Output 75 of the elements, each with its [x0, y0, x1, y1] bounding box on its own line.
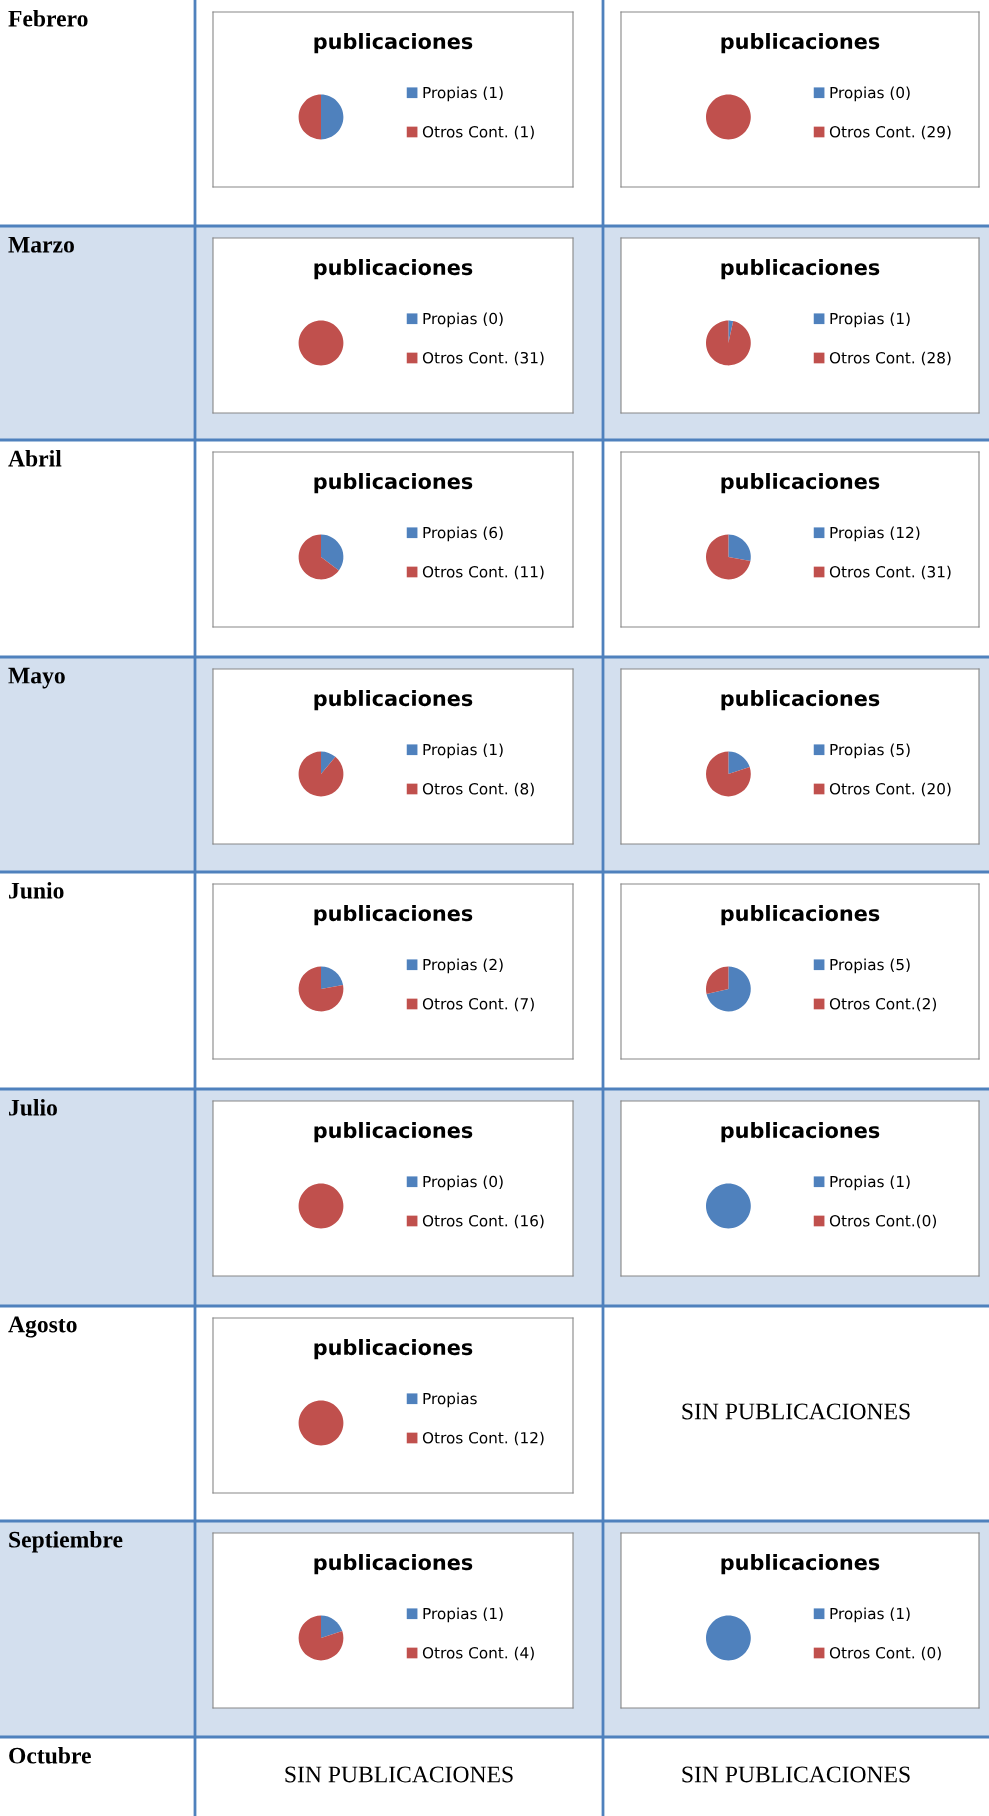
text: Septiembre — [9, 1531, 123, 1553]
legend-label: Propias (5) — [830, 958, 910, 974]
text: SIN PUBLICACIONES — [682, 1766, 910, 1783]
chart-title: publicaciones — [314, 1554, 473, 1575]
chart-title: publicaciones — [314, 1122, 473, 1143]
pie-slice — [321, 534, 344, 571]
legend-label: Otros Cont. (11) — [422, 565, 544, 580]
legend-label: Otros Cont. (0) — [829, 1646, 941, 1661]
chart-title: publicaciones — [314, 1339, 473, 1360]
chart-title: publicaciones — [721, 33, 880, 54]
legend-label: Propias (1) — [830, 312, 910, 328]
legend-label: Otros Cont. (7) — [422, 997, 534, 1012]
chart-title: publicaciones — [721, 690, 880, 711]
text: SIN PUBLICACIONES — [285, 1766, 513, 1783]
legend-label: Otros Cont. (31) — [829, 565, 951, 580]
pie-slice — [321, 94, 344, 140]
pie-slice — [298, 534, 339, 580]
legend-label: Propias (6) — [423, 526, 503, 542]
legend-label: Propias (0) — [830, 86, 910, 102]
pie-slice — [298, 966, 344, 1012]
text: Marzo — [8, 236, 74, 253]
pie-slice — [298, 751, 344, 797]
chart-title: publicaciones — [721, 1554, 880, 1575]
pie-slice — [321, 751, 336, 774]
pie-slice — [298, 94, 321, 140]
legend-label: Otros Cont. (16) — [422, 1214, 544, 1229]
chart-title: publicaciones — [314, 690, 473, 711]
legend-label: Otros Cont.(0) — [829, 1214, 937, 1229]
pie-slice — [706, 966, 729, 994]
chart-title: publicaciones — [314, 33, 473, 54]
legend-label: Propias (1) — [423, 743, 503, 759]
text: Junio — [9, 882, 64, 899]
legend-label: Propias (0) — [423, 1175, 503, 1191]
text: Mayo — [8, 667, 65, 689]
text: Julio — [9, 1099, 57, 1116]
legend-label: Otros Cont. (28) — [829, 351, 951, 366]
legend-label: Propias (5) — [830, 743, 910, 759]
text: Octubre — [9, 1747, 91, 1764]
pie-slice — [728, 751, 750, 774]
legend-label: Propias (0) — [423, 312, 503, 328]
pie-slice — [321, 966, 344, 989]
text: Agosto — [8, 1316, 77, 1338]
legend-label: Propias (2) — [423, 958, 503, 974]
pie-slice — [728, 320, 734, 343]
chart-title: publicaciones — [314, 905, 473, 926]
legend-label: Otros Cont. (8) — [422, 782, 534, 797]
legend-label: Otros Cont. (31) — [422, 351, 544, 366]
legend-label: Otros Cont. (1) — [422, 125, 534, 140]
legend-label: Otros Cont. (12) — [422, 1431, 544, 1446]
legend-label: Propias (1) — [423, 86, 503, 102]
chart-title: publicaciones — [721, 905, 880, 926]
legend-label: Otros Cont. (4) — [422, 1646, 534, 1661]
legend-label: Otros Cont.(2) — [829, 997, 937, 1012]
legend-label: Propias (1) — [830, 1175, 910, 1191]
pie-slice — [706, 534, 751, 580]
chart-title: publicaciones — [721, 473, 880, 494]
chart-title: publicaciones — [721, 259, 880, 280]
legend-label: Otros Cont. (29) — [829, 125, 951, 140]
legend-label: Propias (1) — [423, 1607, 503, 1623]
pie-slice — [706, 320, 751, 366]
pie-slice — [706, 966, 751, 1012]
legend-label: Propias — [423, 1392, 477, 1408]
text: Abril — [8, 450, 62, 467]
chart-title: publicaciones — [721, 1122, 880, 1143]
pie-slice — [706, 751, 751, 797]
chart-title: publicaciones — [314, 259, 473, 280]
pie-slice — [321, 1615, 343, 1638]
legend-label: Otros Cont. (20) — [829, 782, 951, 797]
pie-slice — [298, 1615, 344, 1661]
chart-title: publicaciones — [314, 473, 473, 494]
pie-slice — [728, 534, 751, 562]
text: SIN PUBLICACIONES — [682, 1403, 910, 1420]
text: Febrero — [8, 10, 88, 27]
legend-label: Propias (12) — [830, 526, 920, 542]
legend-label: Propias (1) — [830, 1607, 910, 1623]
